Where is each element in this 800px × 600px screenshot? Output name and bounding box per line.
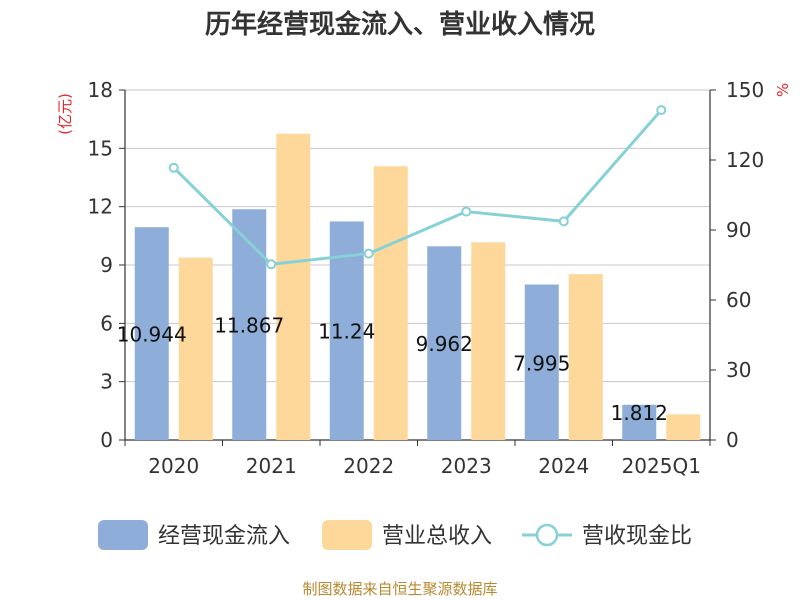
y-right-tick-label: 90 — [726, 218, 751, 242]
y-left-tick-label: 3 — [100, 370, 113, 394]
legend-label: 营收现金比 — [582, 524, 692, 549]
bar-revenue — [178, 257, 213, 440]
bar-cash-inflow — [134, 227, 169, 440]
line-point — [363, 248, 374, 259]
x-tick-label: 2024 — [538, 454, 589, 478]
x-tick-label: 2023 — [441, 454, 492, 478]
y-left-axis-label: (亿元) — [56, 93, 74, 135]
y-left-tick-label: 15 — [88, 136, 113, 160]
bar-revenue — [568, 274, 603, 440]
bar-cash-inflow — [232, 209, 267, 440]
bar-revenue — [276, 133, 311, 440]
data-label: 11.867 — [214, 314, 284, 338]
bar-revenue — [666, 414, 701, 440]
y-right-tick-label: 60 — [726, 288, 751, 312]
y-left-tick-label: 0 — [100, 428, 113, 452]
bar-cash-inflow — [427, 246, 462, 440]
data-label: 10.944 — [117, 323, 187, 347]
legend-swatch — [98, 520, 148, 550]
y-right-tick-label: 30 — [726, 358, 751, 382]
chart-title: 历年经营现金流入、营业收入情况 — [204, 10, 595, 40]
data-label: 9.962 — [416, 332, 473, 356]
bar-revenue — [373, 166, 408, 440]
y-right-tick-label: 150 — [726, 78, 764, 102]
data-label: 1.812 — [611, 401, 668, 425]
legend-label: 营业总收入 — [382, 524, 492, 549]
y-left-tick-label: 18 — [88, 78, 113, 102]
data-label: 11.24 — [318, 320, 375, 344]
bar-cash-inflow — [622, 404, 657, 440]
source-note: 制图数据来自恒生聚源数据库 — [302, 580, 498, 598]
y-left-tick-label: 9 — [100, 253, 113, 277]
x-tick-label: 2020 — [148, 454, 199, 478]
line-point — [168, 162, 179, 173]
y-right-tick-label: 120 — [726, 148, 764, 172]
x-tick-label: 2022 — [343, 454, 394, 478]
legend-swatch — [322, 520, 372, 550]
y-right-tick-label: 0 — [726, 428, 739, 452]
x-tick-label: 2025Q1 — [622, 454, 701, 478]
bar-revenue — [471, 242, 506, 440]
legend-marker — [535, 523, 559, 547]
line-point — [558, 216, 569, 227]
bar-cash-inflow — [524, 284, 559, 440]
legend-label: 经营现金流入 — [158, 524, 290, 549]
line-point — [461, 206, 472, 217]
y-left-tick-label: 6 — [100, 311, 113, 335]
line-point — [266, 259, 277, 270]
line-point — [656, 105, 667, 116]
line-ratio — [172, 109, 663, 266]
y-right-axis-label: % — [774, 83, 792, 97]
y-left-tick-label: 12 — [88, 195, 113, 219]
x-tick-label: 2021 — [246, 454, 297, 478]
data-label: 7.995 — [513, 351, 570, 375]
